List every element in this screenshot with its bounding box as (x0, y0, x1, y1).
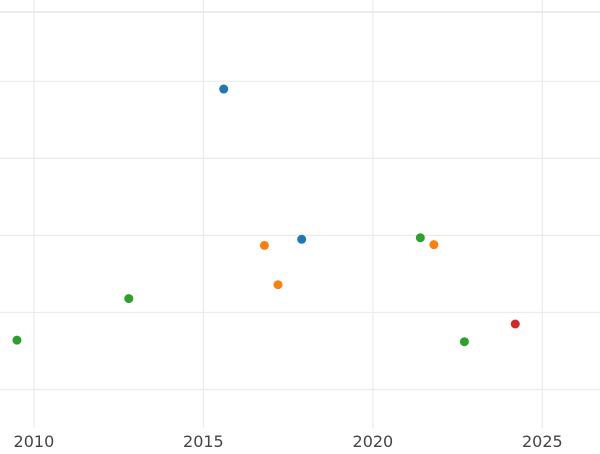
data-point-s2-0 (12, 335, 22, 345)
x-tick-label-2025: 2025 (522, 432, 563, 450)
x-tick-label-2020: 2020 (353, 432, 394, 450)
data-point-s1-1 (273, 280, 283, 290)
data-points (12, 84, 520, 347)
grid-lines (0, 0, 600, 428)
x-tick-labels: 2010 2015 2020 2025 (14, 432, 563, 451)
x-tick-label-2015: 2015 (183, 432, 224, 450)
data-point-s0-1 (297, 234, 307, 244)
data-point-s1-0 (259, 240, 269, 250)
data-point-s2-1 (124, 294, 134, 304)
data-point-s2-3 (459, 337, 469, 347)
data-point-s3-0 (510, 319, 520, 329)
data-point-s2-2 (415, 233, 425, 243)
x-tick-label-2010: 2010 (14, 432, 55, 450)
data-point-s1-2 (429, 240, 439, 250)
data-point-s0-0 (219, 84, 229, 94)
